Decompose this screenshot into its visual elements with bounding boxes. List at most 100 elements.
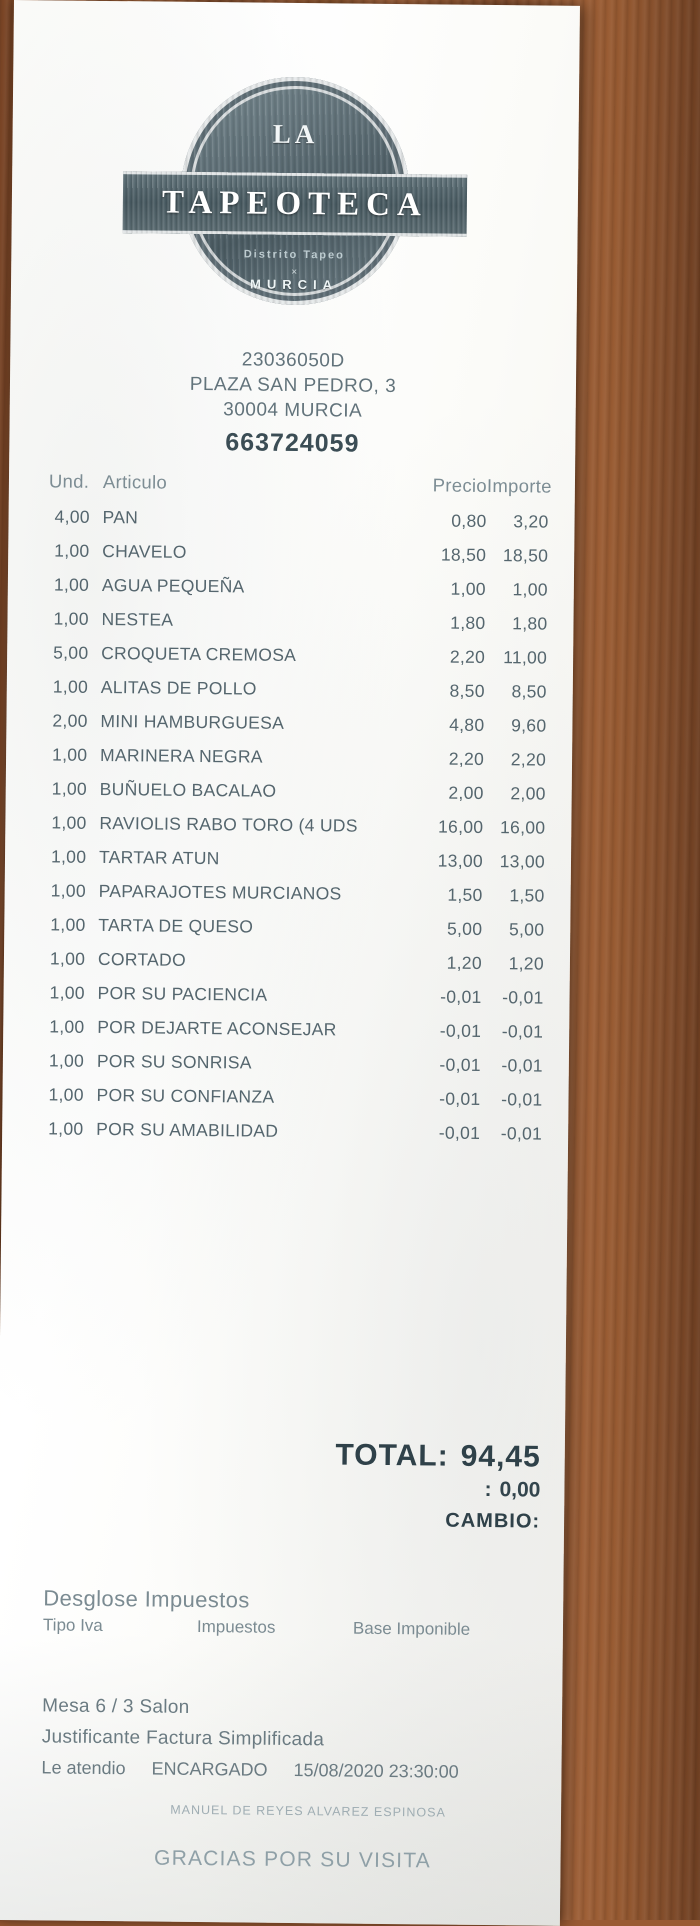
- owner-name: MANUEL DE REYES ALVAREZ ESPINOSA: [170, 1802, 446, 1820]
- cell-precio: 0,80: [451, 510, 487, 531]
- table-header: Und. Articulo Precio Importe: [9, 470, 575, 512]
- header-und: Und.: [48, 470, 90, 492]
- cell-articulo: CORTADO: [97, 948, 187, 970]
- cell-precio: 2,20: [448, 748, 485, 769]
- cell-precio: -0,01: [439, 1054, 481, 1075]
- receipt-header: 23036050D PLAZA SAN PEDRO, 3 30004 MURCI…: [9, 345, 576, 461]
- total-label: TOTAL:: [335, 1438, 449, 1473]
- totals-section: TOTAL: 94,45 : 0,00 CAMBIO:: [0, 1435, 565, 1534]
- cell-precio: 2,20: [449, 646, 486, 667]
- phone-number: 663724059: [225, 428, 360, 458]
- cell-importe: 2,20: [510, 749, 547, 770]
- table-row: 1,00 POR SU AMABILIDAD -0,01 -0,01: [2, 1118, 568, 1158]
- cell-importe: -0,01: [501, 1021, 544, 1042]
- cell-articulo: CROQUETA CREMOSA: [101, 642, 297, 665]
- cell-und: 1,00: [50, 846, 87, 867]
- tax-header-row: Tipo Iva Impuestos Base Imponible: [0, 1615, 563, 1641]
- attended-row: Le atendio ENCARGADO 15/08/2020 23:30:00: [0, 1752, 562, 1789]
- tax-value-row: [0, 1641, 563, 1647]
- cell-und: 1,00: [52, 676, 89, 697]
- total-row: TOTAL: 94,45: [0, 1435, 565, 1475]
- cell-und: 1,00: [51, 744, 88, 765]
- cell-articulo: MINI HAMBURGUESA: [100, 710, 285, 733]
- cell-und: 1,00: [49, 1016, 85, 1037]
- cell-precio: 16,00: [437, 816, 484, 837]
- cell-und: 5,00: [53, 642, 89, 663]
- cell-und: 1,00: [49, 982, 85, 1003]
- cell-und: 1,00: [53, 574, 90, 595]
- cell-importe: 1,50: [509, 885, 545, 906]
- tax-col-base: Base Imponible: [352, 1618, 471, 1639]
- logo-name-banner: TAPEOTECA: [122, 171, 468, 237]
- cambio-row: CAMBIO:: [0, 1505, 564, 1534]
- cell-importe: 1,00: [512, 579, 548, 600]
- cell-importe: 9,60: [511, 715, 547, 736]
- receipt-datetime: 15/08/2020 23:30:00: [293, 1760, 459, 1782]
- cell-precio: 1,00: [450, 578, 486, 599]
- cell-articulo: TARTA DE QUESO: [98, 914, 254, 937]
- cell-articulo: BUÑUELO BACALAO: [99, 778, 277, 801]
- cell-precio: 1,20: [446, 952, 483, 973]
- cell-precio: 18,50: [440, 544, 487, 565]
- cell-importe: 3,20: [513, 511, 549, 532]
- cell-precio: 1,50: [447, 884, 483, 905]
- thanks-message: GRACIAS POR SU VISITA: [153, 1846, 432, 1873]
- cell-importe: -0,01: [502, 987, 544, 1008]
- cell-importe: -0,01: [501, 1089, 543, 1110]
- paid-row: : 0,00: [0, 1473, 565, 1503]
- cell-importe: 16,00: [499, 817, 546, 838]
- total-amount: 94,45: [460, 1439, 541, 1474]
- cell-precio: 4,80: [449, 714, 485, 735]
- city-postal: 30004 MURCIA: [223, 399, 363, 422]
- cell-und: 1,00: [48, 1084, 84, 1105]
- cell-importe: 13,00: [499, 851, 546, 872]
- logo-subtitle: Distrito Tapeo: [243, 248, 345, 262]
- table-body: 4,00 PAN 0,80 3,20 1,00 CHAVELO 18,50 18,50 1,00…: [2, 506, 575, 1158]
- cell-precio: 13,00: [437, 850, 484, 871]
- cell-und: 1,00: [48, 1118, 84, 1139]
- cell-und: 1,00: [51, 778, 88, 799]
- tax-col-tipo: Tipo Iva: [42, 1615, 103, 1636]
- tax-title: Desglose Impuestos: [43, 1585, 250, 1613]
- cell-precio: 8,50: [449, 680, 485, 701]
- cell-und: 1,00: [48, 1050, 85, 1071]
- cell-articulo: RAVIOLIS RABO TORO (4 UDS: [99, 812, 358, 836]
- cell-articulo: POR DEJARTE ACONSEJAR: [97, 1016, 337, 1040]
- receipt-footer: Mesa 6 / 3 Salon Justificante Factura Si…: [0, 1690, 562, 1875]
- cell-precio: -0,01: [439, 1020, 482, 1041]
- attended-by: ENCARGADO: [151, 1758, 268, 1780]
- tax-value-tipo: [0, 1641, 197, 1643]
- cell-articulo: PAPARAJOTES MURCIANOS: [98, 880, 342, 904]
- cell-precio: 2,00: [448, 782, 484, 803]
- cell-articulo: AGUA PEQUEÑA: [101, 574, 245, 597]
- logo-city: MURCIA: [249, 276, 339, 293]
- cell-importe: 1,20: [508, 953, 545, 974]
- cell-und: 1,00: [50, 914, 86, 935]
- cell-importe: -0,01: [501, 1055, 543, 1076]
- header-articulo: Articulo: [102, 470, 168, 493]
- header-precio: Precio: [432, 474, 488, 496]
- tax-col-impuestos: Impuestos: [196, 1617, 276, 1637]
- header-importe: Importe: [486, 474, 552, 497]
- cell-und: 2,00: [52, 710, 88, 731]
- cell-articulo: TARTAR ATUN: [98, 846, 220, 869]
- logo-top-word: LA: [272, 118, 319, 150]
- cell-articulo: MARINERA NEGRA: [99, 744, 263, 767]
- cell-articulo: POR SU PACIENCIA: [97, 982, 268, 1005]
- items-table: Und. Articulo Precio Importe 4,00 PAN 0,80…: [2, 470, 575, 1158]
- receipt-paper: LA TAPEOTECA Distrito Tapeo × MURCIA 230…: [0, 0, 580, 1926]
- cell-und: 1,00: [49, 948, 86, 969]
- cell-articulo: ALITAS DE POLLO: [100, 676, 257, 699]
- attended-label: Le atendio: [41, 1757, 126, 1779]
- cell-articulo: PAN: [102, 506, 139, 528]
- cell-und: 1,00: [50, 880, 87, 901]
- cell-precio: -0,01: [439, 1088, 481, 1109]
- cell-importe: 2,00: [510, 783, 546, 804]
- cell-articulo: POR SU SONRISA: [96, 1050, 252, 1073]
- cell-und: 1,00: [53, 608, 89, 629]
- cell-articulo: CHAVELO: [102, 540, 187, 562]
- paid-amount: 0,00: [499, 1478, 541, 1502]
- cell-importe: -0,01: [500, 1123, 543, 1144]
- cell-importe: 11,00: [503, 647, 548, 668]
- cambio-label: CAMBIO:: [445, 1509, 541, 1533]
